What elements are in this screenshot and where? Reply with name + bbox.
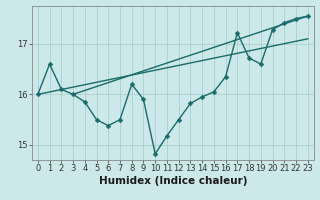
- X-axis label: Humidex (Indice chaleur): Humidex (Indice chaleur): [99, 176, 247, 186]
